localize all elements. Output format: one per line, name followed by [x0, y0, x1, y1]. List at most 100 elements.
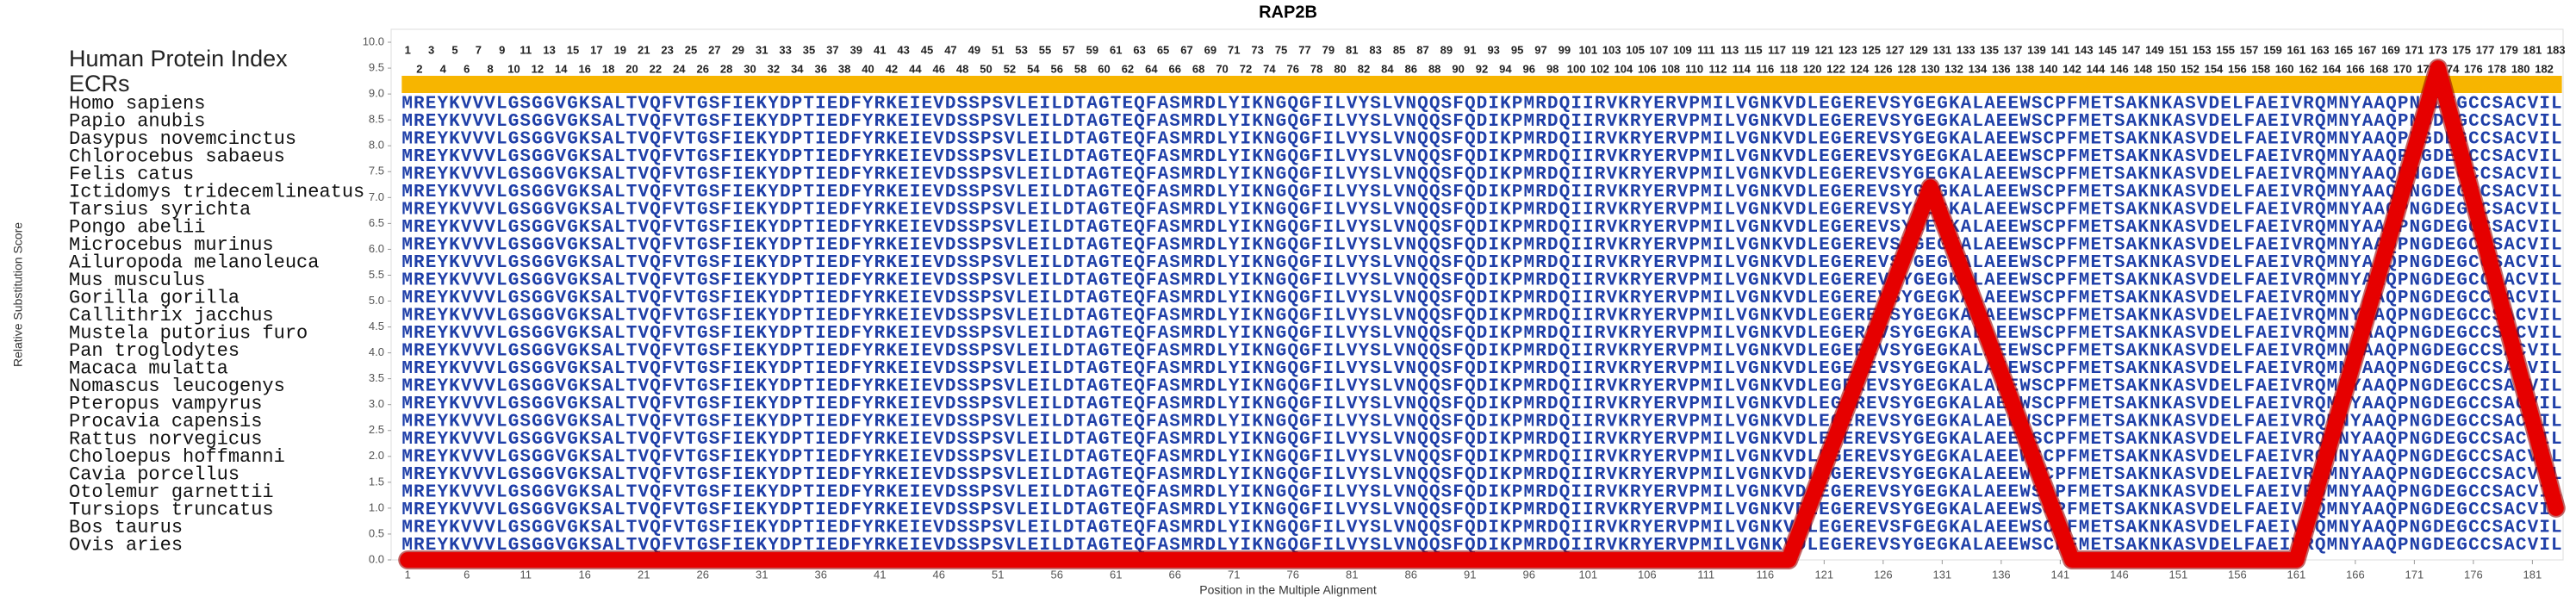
protein-index: 83 — [1369, 43, 1381, 56]
x-tick-label: 176 — [2464, 568, 2483, 581]
protein-index: 136 — [1992, 62, 2011, 75]
protein-index: 118 — [1780, 62, 1798, 75]
protein-index: 131 — [1932, 43, 1951, 56]
protein-index: 133 — [1957, 43, 1976, 56]
protein-index: 129 — [1909, 43, 1928, 56]
protein-index: 110 — [1685, 62, 1703, 75]
protein-index: 57 — [1062, 43, 1074, 56]
protein-index: 134 — [1969, 62, 1988, 75]
protein-index: 144 — [2087, 62, 2106, 75]
protein-index: 155 — [2216, 43, 2235, 56]
protein-index: 27 — [708, 43, 720, 56]
species-name: Pongo abelii — [69, 216, 205, 238]
protein-index: 153 — [2193, 43, 2212, 56]
protein-index: 32 — [768, 62, 780, 75]
protein-index: 151 — [2168, 43, 2187, 56]
protein-index: 102 — [1590, 62, 1609, 75]
protein-index: 26 — [696, 62, 708, 75]
sequence: MREYKVVVLGSGGVGKSALTVQFVTGSFIEKYDPTIEDFY… — [401, 236, 2561, 256]
protein-index: 29 — [732, 43, 744, 56]
x-tick-label: 61 — [1110, 568, 1122, 581]
protein-index: 173 — [2429, 43, 2448, 56]
protein-index: 43 — [897, 43, 909, 56]
x-tick-label: 86 — [1405, 568, 1417, 581]
protein-index: 180 — [2511, 62, 2530, 75]
protein-index: 181 — [2523, 43, 2542, 56]
protein-index: 81 — [1346, 43, 1358, 56]
protein-index: 109 — [1673, 43, 1692, 56]
protein-index: 4 — [440, 62, 447, 75]
x-tick-label: 111 — [1697, 568, 1714, 581]
x-tick-label: 21 — [638, 568, 650, 581]
species-name: Homo sapiens — [69, 93, 205, 115]
protein-index: 54 — [1027, 62, 1040, 75]
species-name: Tursiops truncatus — [69, 499, 274, 520]
x-tick-label: 91 — [1464, 568, 1476, 581]
protein-index: 141 — [2050, 43, 2069, 56]
protein-index: 18 — [602, 62, 614, 75]
x-tick-label: 11 — [520, 568, 532, 581]
protein-index: 76 — [1287, 62, 1299, 75]
x-tick-label: 26 — [696, 568, 708, 581]
y-tick-label: 6.5 — [369, 216, 384, 229]
protein-index: 2 — [416, 62, 422, 75]
protein-index: 142 — [2063, 62, 2081, 75]
protein-index: 30 — [744, 62, 756, 75]
protein-index: 104 — [1615, 62, 1633, 75]
protein-index: 85 — [1393, 43, 1405, 56]
y-tick-label: 3.0 — [369, 397, 384, 410]
protein-index: 73 — [1251, 43, 1263, 56]
protein-index: 8 — [487, 62, 493, 75]
species-name: Pteropus vampyrus — [69, 393, 262, 414]
protein-index: 112 — [1709, 62, 1727, 75]
protein-index: 52 — [1004, 62, 1016, 75]
protein-index: 183 — [2547, 43, 2566, 56]
protein-index: 154 — [2205, 62, 2224, 75]
protein-index: 12 — [532, 62, 544, 75]
sequence: MREYKVVVLGSGGVGKSALTVQFVTGSFIEKYDPTIEDFY… — [401, 201, 2561, 221]
protein-index: 158 — [2251, 62, 2270, 75]
sequence: MREYKVVVLGSGGVGKSALTVQFVTGSFIEKYDPTIEDFY… — [401, 147, 2561, 167]
protein-index: 163 — [2311, 43, 2330, 56]
protein-index: 106 — [1638, 62, 1657, 75]
protein-index: 126 — [1874, 62, 1893, 75]
protein-index: 167 — [2358, 43, 2377, 56]
protein-index: 68 — [1192, 62, 1204, 75]
protein-index: 128 — [1897, 62, 1916, 75]
species-name: Choloepus hoffmanni — [69, 446, 285, 468]
sequence: MREYKVVVLGSGGVGKSALTVQFVTGSFIEKYDPTIEDFY… — [401, 342, 2561, 362]
protein-index: 47 — [944, 43, 956, 56]
protein-index: 176 — [2464, 62, 2483, 75]
species-name: Callithrix jacchus — [69, 305, 274, 326]
protein-index: 42 — [886, 62, 898, 75]
protein-index: 143 — [2075, 43, 2094, 56]
protein-index: 123 — [1839, 43, 1857, 56]
protein-index: 132 — [1944, 62, 1963, 75]
protein-index: 79 — [1322, 43, 1335, 56]
protein-index: 82 — [1358, 62, 1370, 75]
protein-index: 39 — [850, 43, 862, 56]
protein-index: 58 — [1074, 62, 1086, 75]
x-tick-label: 126 — [1874, 568, 1893, 581]
species-name: Rattus norvegicus — [69, 428, 262, 450]
x-tick-label: 151 — [2168, 568, 2187, 581]
sequence: MREYKVVVLGSGGVGKSALTVQFVTGSFIEKYDPTIEDFY… — [401, 324, 2561, 344]
protein-index: 130 — [1921, 62, 1940, 75]
sequence: MREYKVVVLGSGGVGKSALTVQFVTGSFIEKYDPTIEDFY… — [401, 95, 2561, 115]
x-tick-label: 121 — [1814, 568, 1833, 581]
index-label: Human Protein Index — [69, 46, 288, 71]
protein-index: 97 — [1534, 43, 1546, 56]
protein-index: 36 — [814, 62, 826, 75]
protein-index: 148 — [2133, 62, 2152, 75]
protein-index: 157 — [2240, 43, 2259, 56]
protein-index: 24 — [673, 62, 686, 75]
x-tick-label: 56 — [1051, 568, 1063, 581]
protein-index: 14 — [555, 62, 568, 75]
sequence: MREYKVVVLGSGGVGKSALTVQFVTGSFIEKYDPTIEDFY… — [401, 271, 2561, 291]
y-tick-label: 1.5 — [369, 475, 384, 488]
protein-index: 46 — [932, 62, 944, 75]
protein-index: 56 — [1051, 62, 1063, 75]
x-tick-label: 101 — [1578, 568, 1597, 581]
protein-index: 89 — [1440, 43, 1453, 56]
